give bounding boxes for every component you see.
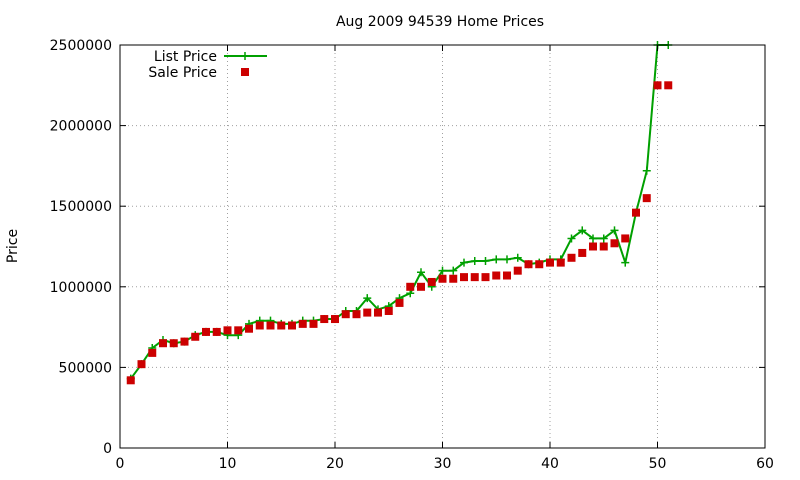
sale-price-point (427, 277, 436, 286)
sale-price-point (234, 326, 243, 335)
sale-price-point (524, 260, 533, 269)
sale-price-point (288, 321, 296, 330)
sale-price-point (621, 234, 630, 243)
sale-price-point (449, 274, 458, 283)
sale-price-point (546, 258, 554, 267)
sale-price-point (589, 242, 597, 251)
list-price-point (513, 253, 522, 262)
y-tick-label: 2000000 (50, 119, 112, 135)
sale-price-point (245, 324, 253, 333)
sale-price-point (159, 339, 167, 348)
y-tick-label: 2500000 (50, 38, 112, 54)
axis-ticks: 0 500000 1000000 1500000 2000000 2500000 0 10 20… (50, 38, 774, 472)
sale-price-point (320, 315, 329, 324)
sale-price-point (492, 271, 501, 280)
sale-price-point (277, 321, 286, 330)
list-price-point (449, 266, 458, 275)
x-tick-label: 50 (649, 456, 667, 472)
sale-price-point (255, 321, 264, 330)
list-price-point (363, 294, 372, 303)
sale-price-point (664, 81, 673, 90)
list-price-point (460, 258, 468, 267)
sale-price-point (191, 332, 200, 341)
y-tick-label: 500000 (59, 360, 112, 376)
sale-price-point (266, 321, 275, 330)
sale-price-point (395, 298, 404, 307)
sale-price-point (567, 253, 576, 262)
sale-price-point (352, 310, 361, 319)
sale-price-point (202, 327, 210, 336)
y-tick-label: 0 (103, 441, 112, 457)
sale-price-point (503, 271, 511, 280)
x-tick-label: 60 (756, 456, 774, 472)
list-price-point (470, 257, 479, 266)
sale-price-point (578, 248, 587, 257)
sale-price-point (212, 327, 221, 336)
sale-price-point (481, 273, 490, 282)
list-price-point (578, 226, 587, 235)
sale-price-point (460, 273, 468, 282)
sale-price-point (599, 242, 608, 251)
list-price-point (610, 226, 619, 235)
x-tick-label: 0 (116, 456, 125, 472)
sale-price-point (137, 360, 146, 369)
sale-price-point (223, 326, 232, 335)
sale-price-point (406, 282, 415, 291)
list-price-point (438, 266, 447, 275)
plot-area (126, 41, 673, 385)
sale-price-point (417, 282, 425, 291)
sale-price-point (169, 339, 178, 348)
list-price-point (642, 166, 651, 175)
list-price-point (481, 257, 490, 266)
list-price-point (567, 234, 576, 243)
sale-price-point (642, 194, 651, 203)
series-line-list-price (129, 44, 669, 380)
sale-price-point (374, 308, 382, 317)
list-price-point (492, 255, 501, 264)
x-tick-label: 20 (326, 456, 344, 472)
gridlines (120, 45, 765, 448)
list-price-point (589, 234, 597, 243)
list-price-point (621, 258, 630, 267)
sale-price-point (384, 306, 393, 315)
sale-price-point (535, 260, 544, 269)
y-tick-label: 1500000 (50, 199, 112, 215)
y-axis-label: Price (5, 229, 21, 263)
sale-price-point (341, 310, 350, 319)
sale-price-point (180, 337, 189, 346)
legend-marker-sale-price (241, 68, 249, 76)
list-price-point (503, 255, 511, 264)
sale-price-point (632, 208, 640, 217)
chart-title: Aug 2009 94539 Home Prices (336, 14, 544, 30)
sale-price-point (653, 81, 662, 90)
sale-price-point (363, 308, 372, 317)
sale-price-point (148, 348, 157, 357)
list-price-point (417, 268, 425, 277)
sale-price-point (331, 315, 339, 324)
y-tick-label: 1000000 (50, 280, 112, 296)
legend-label-list-price: List Price (154, 49, 217, 65)
sale-price-point (470, 273, 479, 282)
sale-price-point (556, 258, 565, 267)
legend-label-sale-price: Sale Price (148, 65, 217, 81)
sale-price-point (126, 376, 135, 385)
legend-marker-list-price (241, 52, 249, 60)
sale-price-point (610, 239, 619, 248)
x-tick-label: 30 (434, 456, 452, 472)
sale-price-point (513, 266, 522, 275)
x-tick-label: 40 (541, 456, 559, 472)
sale-price-point (438, 274, 447, 283)
sale-price-point (298, 319, 307, 328)
list-price-point (599, 234, 608, 243)
legend: List Price Sale Price (148, 49, 267, 81)
sale-price-point (309, 319, 318, 328)
x-tick-label: 10 (219, 456, 237, 472)
